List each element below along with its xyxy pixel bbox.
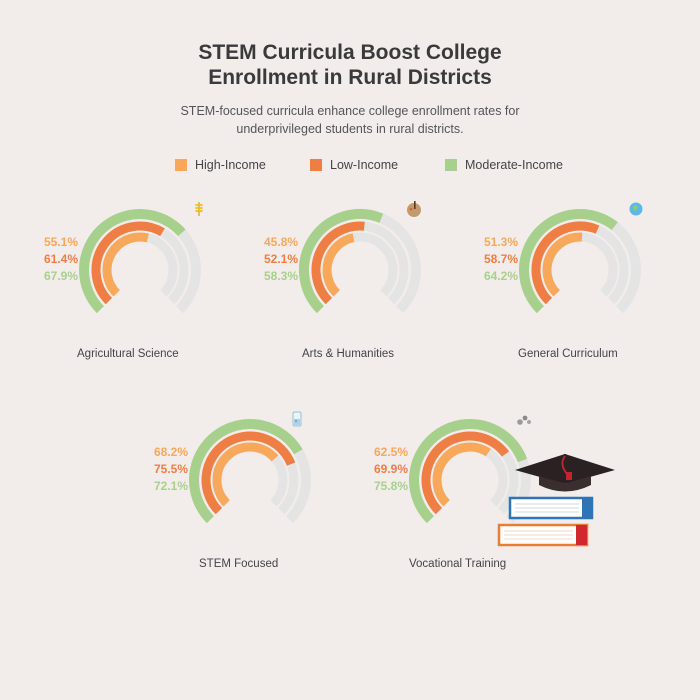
gauge-value-labels: 62.5% 69.9% 75.8% xyxy=(350,444,408,495)
value-label-low-income: 52.1% xyxy=(263,252,298,266)
category-label: General Curriculum xyxy=(518,348,618,360)
legend-swatch xyxy=(445,159,457,171)
legend-item-moderate-income[interactable]: Moderate-Income xyxy=(445,158,563,172)
chart-subtitle: STEM-focused curricula enhance college e… xyxy=(180,104,520,136)
gauge-arcs xyxy=(189,419,311,524)
category-label: Vocational Training xyxy=(409,558,507,570)
legend-label: Low-Income xyxy=(330,158,399,172)
gears-icon xyxy=(517,415,531,425)
bar-high-income-stem-focused[interactable] xyxy=(212,442,279,507)
beaker-icon xyxy=(292,411,302,427)
bar-low-income-agricultural-science[interactable] xyxy=(91,221,165,305)
chart-title-line-1: STEM Curricula Boost College xyxy=(198,41,502,64)
palette-icon xyxy=(407,201,421,217)
category-label: Agricultural Science xyxy=(77,348,179,360)
category-label: STEM Focused xyxy=(199,558,279,570)
legend-item-low-income[interactable]: Low-Income xyxy=(310,158,398,172)
bar-moderate-income-agricultural-science[interactable] xyxy=(79,209,186,314)
gauge-general-curriculum: 51.3% 58.7% 64.2% General Curriculum xyxy=(460,200,680,390)
category-label: Arts & Humanities xyxy=(302,348,395,360)
value-label-moderate-income: 72.1% xyxy=(153,479,188,493)
value-label-high-income: 62.5% xyxy=(373,445,408,459)
bar-moderate-income-arts-and-humanities[interactable] xyxy=(299,209,384,314)
bar-high-income-vocational-training[interactable] xyxy=(432,442,491,507)
bar-high-income-agricultural-science[interactable] xyxy=(102,232,149,297)
gauge-arcs xyxy=(299,209,421,314)
legend-label: Moderate-Income xyxy=(465,158,563,172)
value-label-high-income: 68.2% xyxy=(153,445,188,459)
gauge-stem-focused: 68.2% 75.5% 72.1% STEM Focused xyxy=(130,410,350,600)
value-label-low-income: 75.5% xyxy=(153,462,188,476)
gauge-vocational-training: 62.5% 69.9% 75.8% Vocational Training xyxy=(350,410,570,600)
gauge-arcs xyxy=(409,419,531,524)
bar-moderate-income-vocational-training[interactable] xyxy=(409,419,528,524)
legend: High-Income Low-Income Moderate-Income xyxy=(0,158,700,176)
gauge-arts-and-humanities: 45.8% 52.1% 58.3% Arts & Humanities xyxy=(240,200,460,390)
value-label-high-income: 45.8% xyxy=(263,235,298,249)
gauge-arcs xyxy=(519,209,641,314)
bar-high-income-arts-and-humanities[interactable] xyxy=(322,233,355,297)
value-label-moderate-income: 58.3% xyxy=(263,269,298,283)
value-label-moderate-income: 64.2% xyxy=(483,269,518,283)
graduation-cap-and-books-icon xyxy=(497,454,615,547)
legend-label: High-Income xyxy=(195,158,266,172)
value-label-high-income: 55.1% xyxy=(43,235,78,249)
value-label-low-income: 69.9% xyxy=(373,462,408,476)
globe-icon xyxy=(629,202,643,216)
gauge-value-labels: 51.3% 58.7% 64.2% xyxy=(460,234,518,285)
legend-swatch xyxy=(310,159,322,171)
gauge-value-labels: 68.2% 75.5% 72.1% xyxy=(130,444,188,495)
bar-low-income-stem-focused[interactable] xyxy=(201,431,296,515)
wheat-icon xyxy=(195,202,203,216)
bar-low-income-arts-and-humanities[interactable] xyxy=(311,221,365,305)
bar-low-income-general-curriculum[interactable] xyxy=(531,221,600,305)
legend-swatch xyxy=(175,159,187,171)
gauge-value-labels: 45.8% 52.1% 58.3% xyxy=(240,234,298,285)
legend-item-high-income[interactable]: High-Income xyxy=(175,158,266,172)
value-label-moderate-income: 75.8% xyxy=(373,479,408,493)
chart-title: STEM Curricula Boost College Enrollment … xyxy=(0,40,700,90)
gauge-agricultural-science: 55.1% 61.4% 67.9% Agricultural Science xyxy=(20,200,240,390)
value-label-low-income: 58.7% xyxy=(483,252,518,266)
gauge-value-labels: 55.1% 61.4% 67.9% xyxy=(20,234,78,285)
bar-moderate-income-general-curriculum[interactable] xyxy=(519,209,618,314)
chart-title-line-2: Enrollment in Rural Districts xyxy=(208,66,492,89)
bar-moderate-income-stem-focused[interactable] xyxy=(189,419,303,524)
value-label-moderate-income: 67.9% xyxy=(43,269,78,283)
value-label-low-income: 61.4% xyxy=(43,252,78,266)
gauge-arcs xyxy=(79,209,201,314)
bar-high-income-general-curriculum[interactable] xyxy=(542,232,583,297)
value-label-high-income: 51.3% xyxy=(483,235,518,249)
bar-low-income-vocational-training[interactable] xyxy=(421,431,510,515)
